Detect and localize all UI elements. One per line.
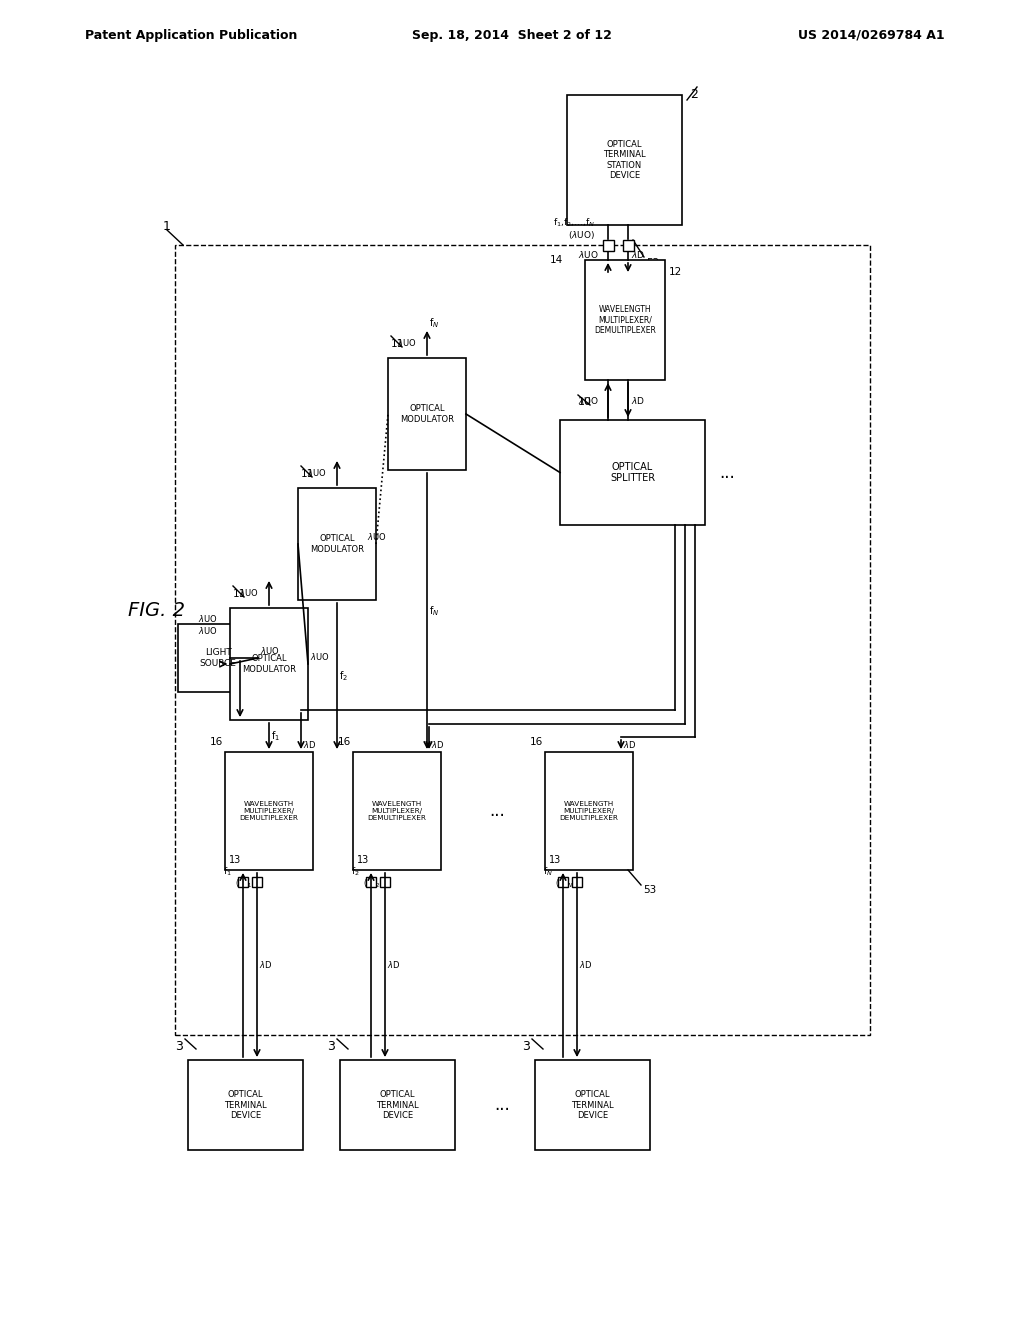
Text: 13: 13: [549, 855, 561, 865]
Text: $\lambda$UO: $\lambda$UO: [198, 612, 217, 623]
Bar: [602, 239, 613, 251]
Text: $\lambda$UO: $\lambda$UO: [397, 338, 417, 348]
Bar: [380, 876, 390, 887]
Text: WAVELENGTH
MULTIPLEXER/
DEMULTIPLEXER: WAVELENGTH MULTIPLEXER/ DEMULTIPLEXER: [594, 305, 656, 335]
Bar: [623, 239, 634, 251]
Text: $\lambda$D: $\lambda$D: [623, 738, 636, 750]
Text: OPTICAL
MODULATOR: OPTICAL MODULATOR: [400, 404, 454, 424]
Text: f$_2$: f$_2$: [351, 866, 359, 878]
Text: $\lambda$UO: $\lambda$UO: [239, 587, 259, 598]
Text: 3: 3: [522, 1040, 530, 1052]
Text: 14: 14: [550, 255, 563, 265]
Text: 2: 2: [690, 88, 698, 102]
Text: 13: 13: [229, 855, 242, 865]
Text: ($\lambda$u$_1$): ($\lambda$u$_1$): [234, 878, 255, 890]
Text: $\lambda$UO: $\lambda$UO: [198, 624, 217, 635]
Text: $\lambda$D: $\lambda$D: [631, 395, 645, 405]
Text: f$_N$: f$_N$: [429, 315, 439, 330]
Bar: [535, 1060, 650, 1150]
Text: $\lambda$UO: $\lambda$UO: [310, 651, 330, 661]
Text: $\lambda$D: $\lambda$D: [631, 249, 645, 260]
Text: ~15: ~15: [262, 624, 284, 634]
Text: 3: 3: [327, 1040, 335, 1052]
Bar: [188, 1060, 303, 1150]
Text: 3: 3: [175, 1040, 183, 1052]
Text: $\lambda$UO: $\lambda$UO: [578, 249, 599, 260]
Bar: [252, 876, 262, 887]
Text: $\lambda$UO: $\lambda$UO: [260, 645, 280, 656]
Text: f$_N$: f$_N$: [429, 605, 439, 618]
Text: LIGHT
SOURCE: LIGHT SOURCE: [200, 648, 237, 668]
Text: OPTICAL
MODULATOR: OPTICAL MODULATOR: [242, 655, 296, 673]
Bar: [567, 95, 682, 224]
Text: 52: 52: [646, 257, 659, 268]
Text: OPTICAL
MODULATOR: OPTICAL MODULATOR: [310, 535, 364, 553]
Bar: [230, 609, 308, 719]
Text: WAVELENGTH
MULTIPLEXER/
DEMULTIPLEXER: WAVELENGTH MULTIPLEXER/ DEMULTIPLEXER: [559, 801, 618, 821]
Text: OPTICAL
TERMINAL
DEVICE: OPTICAL TERMINAL DEVICE: [376, 1090, 419, 1119]
Bar: [178, 624, 258, 692]
Text: $\lambda$UO: $\lambda$UO: [578, 395, 599, 405]
Text: 11: 11: [391, 339, 404, 348]
Text: $\lambda$D: $\lambda$D: [431, 738, 444, 750]
Text: OPTICAL
SPLITTER: OPTICAL SPLITTER: [610, 462, 655, 483]
Bar: [175, 246, 870, 1035]
Text: 11: 11: [301, 469, 314, 479]
Text: Patent Application Publication: Patent Application Publication: [85, 29, 297, 41]
Text: ($\lambda$UO): ($\lambda$UO): [568, 228, 595, 242]
Text: f$_2$: f$_2$: [339, 669, 348, 682]
Text: FIG. 2: FIG. 2: [128, 601, 185, 619]
Text: $\lambda$UO: $\lambda$UO: [367, 531, 387, 541]
Text: OPTICAL
TERMINAL
DEVICE: OPTICAL TERMINAL DEVICE: [224, 1090, 267, 1119]
Bar: [560, 420, 705, 525]
Text: ($\lambda$u$_2$): ($\lambda$u$_2$): [362, 878, 383, 890]
Bar: [340, 1060, 455, 1150]
Bar: [388, 358, 466, 470]
Text: WAVELENGTH
MULTIPLEXER/
DEMULTIPLEXER: WAVELENGTH MULTIPLEXER/ DEMULTIPLEXER: [368, 801, 426, 821]
Text: OPTICAL
TERMINAL
DEVICE: OPTICAL TERMINAL DEVICE: [571, 1090, 613, 1119]
Bar: [238, 876, 248, 887]
Bar: [558, 876, 568, 887]
Text: $\lambda$UO: $\lambda$UO: [307, 467, 327, 479]
Text: $\lambda$D: $\lambda$D: [387, 960, 400, 970]
Text: 11: 11: [233, 589, 246, 599]
Text: 12: 12: [669, 267, 682, 277]
Bar: [298, 488, 376, 601]
Text: ...: ...: [489, 803, 505, 820]
Text: $\lambda$D: $\lambda$D: [579, 960, 592, 970]
Bar: [225, 752, 313, 870]
Text: 10: 10: [578, 397, 592, 407]
Text: 16: 16: [529, 737, 543, 747]
Text: ...: ...: [719, 463, 735, 482]
Bar: [353, 752, 441, 870]
Text: f$_1$: f$_1$: [271, 729, 281, 743]
Text: ($\lambda$u$_N$): ($\lambda$u$_N$): [555, 878, 575, 890]
Bar: [572, 876, 582, 887]
Text: f$_1$,f$_2$,...,f$_N$: f$_1$,f$_2$,...,f$_N$: [553, 216, 595, 230]
Text: f$_N$: f$_N$: [543, 866, 553, 878]
Text: 53: 53: [643, 884, 656, 895]
Text: ...: ...: [495, 1096, 510, 1114]
Text: 1: 1: [163, 220, 171, 234]
Text: $\lambda$D: $\lambda$D: [303, 738, 316, 750]
Text: $\lambda$UO: $\lambda$UO: [262, 647, 283, 657]
Text: OPTICAL
TERMINAL
STATION
DEVICE: OPTICAL TERMINAL STATION DEVICE: [603, 140, 646, 180]
Bar: [366, 876, 376, 887]
Text: 16: 16: [338, 737, 351, 747]
Text: US 2014/0269784 A1: US 2014/0269784 A1: [799, 29, 945, 41]
Text: 16: 16: [210, 737, 223, 747]
Text: WAVELENGTH
MULTIPLEXER/
DEMULTIPLEXER: WAVELENGTH MULTIPLEXER/ DEMULTIPLEXER: [240, 801, 298, 821]
Text: f$_1$: f$_1$: [223, 866, 231, 878]
Text: 13: 13: [357, 855, 370, 865]
Text: Sep. 18, 2014  Sheet 2 of 12: Sep. 18, 2014 Sheet 2 of 12: [412, 29, 612, 41]
Text: $\lambda$D: $\lambda$D: [259, 960, 272, 970]
Bar: [585, 260, 665, 380]
Bar: [545, 752, 633, 870]
